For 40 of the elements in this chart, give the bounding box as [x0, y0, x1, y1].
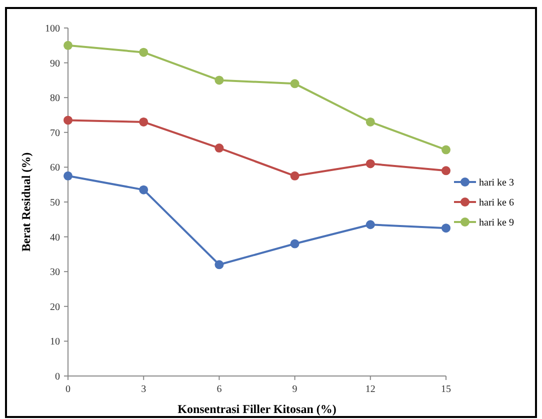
y-tick-label: 50	[50, 198, 60, 208]
point	[366, 159, 375, 168]
point	[290, 239, 300, 248]
y-tick-label: 30	[50, 267, 60, 278]
y-tick-label: 20	[50, 302, 60, 313]
point	[139, 117, 148, 126]
point	[442, 224, 450, 233]
y-tick-label: 40	[50, 232, 60, 244]
point	[366, 117, 375, 126]
y-tick-label: 0	[55, 372, 60, 382]
y-tick-label: 60	[50, 162, 60, 174]
point	[214, 76, 224, 85]
point	[64, 40, 72, 50]
legend-label: hari ke 6	[479, 198, 514, 208]
x-tick-label: 12	[365, 384, 376, 395]
point	[64, 116, 72, 125]
point	[290, 171, 300, 180]
y-axis-title: Berat Residual (%)	[19, 152, 33, 252]
point	[214, 144, 224, 153]
point	[442, 145, 450, 154]
point	[64, 171, 72, 180]
point	[442, 166, 450, 176]
x-tick-label: 9	[292, 384, 298, 395]
x-axis-title: Konsentrasi Filler Kitosan (%)	[178, 402, 336, 416]
y-tick-label: 90	[50, 58, 60, 70]
x-tick-label: 0	[66, 384, 70, 395]
x-tick-label: 15	[441, 384, 451, 395]
legend-label: hari ke 3	[479, 178, 514, 188]
x-tick-label: 6	[216, 384, 222, 395]
point	[214, 260, 224, 270]
y-tick-label: 100	[45, 24, 60, 34]
y-tick-label: 80	[50, 93, 60, 104]
point	[290, 79, 300, 88]
x-tick-label: 3	[141, 384, 146, 395]
y-tick-label: 70	[50, 128, 60, 139]
point	[139, 48, 148, 57]
y-tick-label: 10	[50, 336, 60, 348]
point	[366, 220, 375, 230]
point	[139, 185, 148, 194]
legend-label: hari ke 9	[479, 218, 514, 228]
